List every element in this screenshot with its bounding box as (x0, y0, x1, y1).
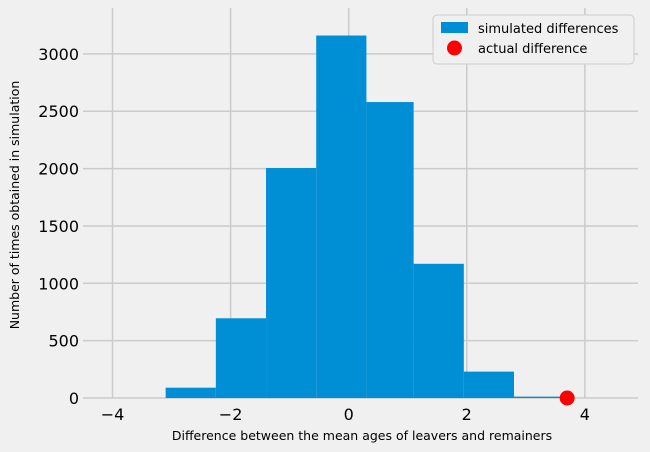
histogram-bars (165, 35, 568, 398)
x-tick-label: 0 (344, 405, 354, 424)
histogram-bar (366, 102, 414, 398)
x-axis-label: Difference between the mean ages of leav… (172, 428, 552, 443)
y-tick-label: 3000 (38, 45, 79, 64)
x-tick-label: −4 (101, 405, 125, 424)
histogram-bar (413, 263, 464, 398)
legend-label-simulated-differences: simulated differences (478, 22, 619, 37)
y-tick-labels: 0 500 1000 1500 2000 2500 3000 (38, 45, 79, 408)
y-tick-label: 500 (48, 332, 79, 351)
legend-box (432, 14, 635, 65)
legend: simulated differences actual difference (432, 14, 635, 65)
histogram-bar (463, 371, 515, 398)
x-tick-label: 4 (580, 405, 590, 424)
legend-swatch-simulated-differences (441, 22, 468, 33)
histogram-bar (266, 168, 317, 398)
histogram-bar (514, 396, 568, 398)
actual-difference-point (559, 390, 575, 406)
y-axis-label: Number of times obtained in simulation (7, 81, 22, 330)
histogram-bar (165, 387, 216, 398)
histogram-bar (316, 35, 367, 398)
legend-marker-actual-difference (447, 40, 462, 56)
x-tick-label: 2 (462, 405, 472, 424)
histogram-bar (215, 318, 267, 398)
y-tick-label: 0 (69, 389, 79, 408)
y-tick-label: 2000 (38, 160, 79, 179)
y-tick-label: 1500 (38, 217, 79, 236)
x-tick-labels: −4 −2 0 2 4 (101, 405, 590, 424)
x-tick-label: −2 (219, 405, 243, 424)
legend-label-actual-difference: actual difference (478, 42, 587, 57)
actual-difference-points (559, 390, 575, 406)
y-tick-label: 1000 (38, 274, 79, 293)
y-tick-label: 2500 (38, 102, 79, 121)
